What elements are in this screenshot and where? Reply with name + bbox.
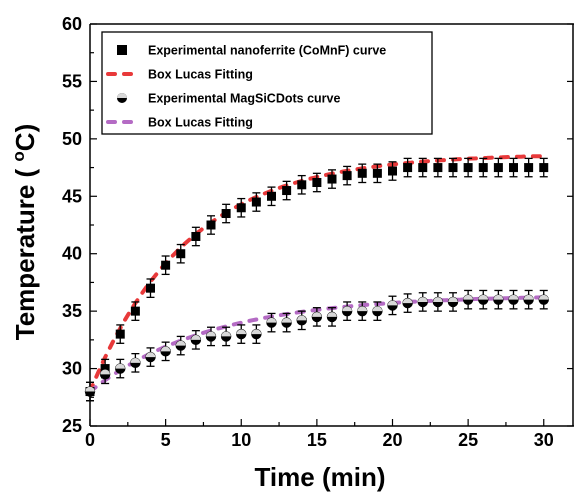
data-point-square: [115, 329, 125, 339]
data-point-circle-highlight: [175, 340, 186, 346]
data-point-square: [539, 163, 549, 173]
data-point-square: [493, 163, 503, 173]
legend-marker-square: [117, 45, 127, 55]
data-point-circle-highlight: [493, 294, 504, 300]
y-axis-title-main: Temperature (: [10, 162, 40, 341]
data-point-circle-highlight: [312, 312, 322, 317]
data-point-square: [418, 163, 428, 173]
data-point-circle-highlight: [266, 317, 277, 323]
y-axis-title-superscript: o: [9, 151, 28, 161]
y-axis-title: Temperature ( oC): [9, 124, 40, 341]
data-point-square: [327, 174, 337, 184]
axis-ticks: 25 30 35 40 45 50 55 60 0 5 10 15 20 25 30: [62, 14, 573, 450]
data-point-square: [130, 306, 140, 316]
data-point-square: [372, 168, 382, 178]
y-tick-label: 25: [62, 416, 82, 436]
data-point-square: [433, 163, 443, 173]
data-point-circle-highlight: [478, 294, 489, 300]
data-point-circle-highlight: [508, 294, 519, 300]
x-tick-label: 25: [458, 430, 478, 450]
data-point-square: [524, 163, 534, 173]
data-point-circle-highlight: [523, 294, 534, 300]
data-point-square: [297, 180, 307, 190]
y-tick-label: 60: [62, 14, 82, 34]
x-tick-label: 0: [85, 430, 95, 450]
data-point-circle-highlight: [342, 306, 352, 312]
y-tick-label: 40: [62, 244, 82, 264]
x-tick-label: 20: [382, 430, 402, 450]
data-point-circle-highlight: [327, 312, 337, 317]
data-point-circle-highlight: [538, 294, 549, 300]
data-point-square: [191, 231, 201, 241]
legend-label: Experimental nanoferrite (CoMnF) curve: [148, 44, 386, 58]
y-tick-label: 35: [62, 301, 82, 321]
data-point-square: [251, 197, 261, 207]
data-point-square: [267, 191, 276, 201]
legend-label: Box Lucas Fitting: [148, 68, 253, 82]
data-point-circle-highlight: [357, 306, 368, 312]
legend-marker-circle-highlight: [117, 93, 127, 98]
data-point-circle-highlight: [100, 369, 110, 375]
data-point-circle-highlight: [236, 329, 247, 335]
data-point-circle-highlight: [281, 317, 292, 323]
data-point-square: [403, 163, 413, 173]
y-tick-label: 50: [62, 129, 82, 149]
x-axis-title: Time (min): [255, 462, 386, 492]
data-point-square: [509, 163, 518, 173]
data-point-circle-highlight: [463, 294, 473, 300]
data-point-circle-highlight: [402, 298, 413, 304]
data-point-square: [388, 166, 397, 176]
data-point-square: [463, 163, 473, 173]
data-point-square: [357, 168, 367, 178]
data-markers: [84, 157, 549, 402]
x-tick-label: 30: [534, 430, 554, 450]
data-point-circle-highlight: [206, 331, 216, 337]
data-point-circle-highlight: [160, 346, 171, 352]
x-tick-label: 5: [161, 430, 171, 450]
data-point-circle-highlight: [130, 358, 141, 363]
data-point-circle-highlight: [448, 297, 458, 302]
y-tick-label: 45: [62, 186, 82, 206]
data-point-square: [448, 163, 458, 173]
data-point-square: [161, 260, 171, 270]
data-point-square: [236, 203, 246, 213]
x-tick-label: 15: [307, 430, 327, 450]
data-point-square: [312, 178, 322, 188]
data-point-square: [221, 209, 231, 219]
y-tick-label: 55: [62, 71, 82, 91]
data-point-circle-highlight: [221, 331, 231, 337]
data-point-circle-highlight: [115, 363, 126, 369]
legend: Experimental nanoferrite (CoMnF) curve Bo…: [101, 31, 433, 135]
data-point-square: [146, 283, 155, 293]
data-point-circle-highlight: [251, 329, 262, 335]
y-tick-label: 30: [62, 359, 82, 379]
legend-box: [101, 31, 433, 135]
data-point-square: [342, 171, 352, 181]
data-point-square: [206, 220, 216, 230]
data-point-circle-highlight: [417, 297, 428, 302]
data-point-circle-highlight: [387, 300, 398, 306]
data-point-square: [478, 163, 488, 173]
data-point-square: [282, 186, 292, 196]
data-point-circle-highlight: [433, 297, 443, 302]
data-point-circle-highlight: [296, 315, 307, 321]
data-point-circle-highlight: [191, 335, 201, 340]
y-axis-title-tail: C): [10, 124, 40, 151]
legend-label: Box Lucas Fitting: [148, 116, 253, 130]
data-point-square: [176, 249, 186, 259]
legend-label: Experimental MagSiCDots curve: [148, 92, 340, 106]
data-point-circle-highlight: [85, 386, 95, 392]
data-point-circle-highlight: [145, 352, 156, 358]
data-point-circle-highlight: [372, 306, 383, 312]
x-tick-label: 10: [231, 430, 251, 450]
